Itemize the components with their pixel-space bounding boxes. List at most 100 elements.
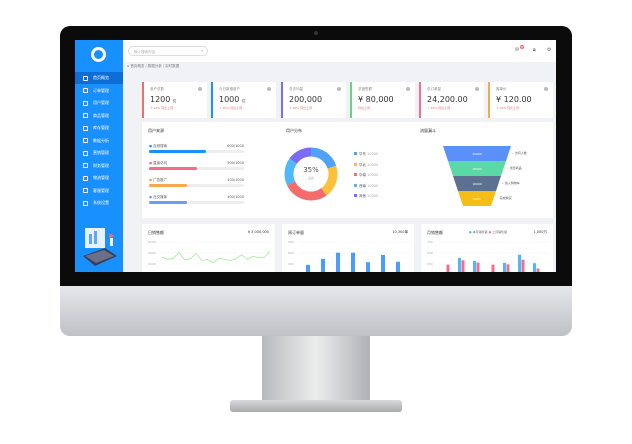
sidebar-item-label: 商品管理 bbox=[93, 112, 109, 118]
line-chart: 6000 4000 2000 bbox=[148, 240, 271, 266]
y-tick: 4000 bbox=[148, 251, 156, 255]
donut-slice bbox=[287, 181, 327, 201]
bar bbox=[306, 264, 310, 272]
bar-current bbox=[518, 254, 521, 272]
monthly-title: 月销售额 bbox=[427, 230, 443, 235]
source-count: 500/1000 bbox=[227, 161, 244, 165]
bar-current bbox=[533, 263, 536, 272]
bar-previous bbox=[521, 259, 525, 272]
funnel-value: 20000 bbox=[472, 152, 482, 156]
sidebar-item[interactable]: 系统设置 bbox=[75, 197, 123, 209]
menu-icon bbox=[83, 100, 88, 106]
donut-legend-item: 其他 10000 bbox=[354, 194, 378, 199]
donut-legend-item: 西南 10000 bbox=[354, 183, 378, 189]
search-input[interactable]: 输入搜索内容 bbox=[128, 46, 208, 56]
funnel-label: • 浏览商品 bbox=[507, 166, 522, 170]
sidebar-item[interactable]: 库存管理 bbox=[75, 122, 123, 134]
y-tick: 2000 bbox=[148, 262, 156, 266]
source-label: ● 社交媒体 bbox=[149, 195, 168, 199]
sidebar-item[interactable]: 订单管理 bbox=[75, 85, 123, 97]
stat-value: ¥ 80,000 bbox=[358, 95, 394, 104]
stat-value: 200,000 bbox=[289, 95, 323, 104]
legend-item: 上月销售额 bbox=[492, 230, 508, 234]
gear-icon[interactable]: ⚙ bbox=[547, 47, 552, 53]
stat-unit: 位 bbox=[241, 99, 246, 103]
y-tick: 750 bbox=[427, 240, 433, 244]
stat-value: 1200 bbox=[150, 95, 171, 104]
stat-change: 同比上周 bbox=[358, 106, 371, 110]
info-icon[interactable] bbox=[267, 87, 271, 91]
donut-center-value: 35% bbox=[303, 166, 319, 174]
sidebar-item-label: 首页概览 bbox=[93, 75, 109, 80]
menu-icon bbox=[83, 75, 88, 81]
grouped-bar-chart: 750 500 250 bbox=[427, 240, 549, 272]
funnel-stage bbox=[448, 161, 506, 176]
sidebar-item[interactable]: 客服管理 bbox=[75, 185, 123, 197]
sidebar-item-label: 数据分析 bbox=[93, 137, 109, 143]
monitor-stand bbox=[262, 336, 370, 402]
donut-slice bbox=[321, 165, 338, 196]
stat-title: 用户总数 bbox=[150, 87, 164, 91]
sidebar-item[interactable]: 商品管理 bbox=[75, 110, 123, 122]
sidebar-item[interactable]: 物流管理 bbox=[75, 172, 123, 184]
bar-current bbox=[503, 262, 506, 272]
daily-sales-panel: 日销售额 ¥ 3,000,000 6000 4000 2000 bbox=[142, 224, 275, 272]
menu-icon bbox=[83, 138, 88, 143]
stat-change: ↓ 22% 同比上周 bbox=[427, 106, 451, 110]
menu-icon bbox=[83, 175, 88, 181]
y-tick: 500 bbox=[427, 251, 433, 255]
y-tick: 900 bbox=[288, 240, 294, 244]
sidebar-item[interactable]: 用户管理 bbox=[75, 97, 123, 109]
monthly-panel: 月销售额 ● 本月销售额 ● 上月销售额 1,000万 750 500 250 bbox=[421, 224, 553, 272]
stat-card: 用户总数 1200 位 ↑ 10% 同比上周 bbox=[142, 82, 207, 118]
sidebar-item[interactable]: 营销管理 bbox=[75, 147, 123, 159]
bar bbox=[321, 258, 325, 272]
sidebar-item[interactable]: 首页概览 bbox=[75, 72, 123, 84]
progress-bar bbox=[149, 184, 244, 187]
info-icon[interactable] bbox=[475, 87, 479, 91]
funnel-title: 流量漏斗 bbox=[420, 128, 436, 133]
bar-previous bbox=[491, 264, 495, 272]
weekly-orders-panel: 周订单量 10,300单 900 600 300 bbox=[282, 224, 414, 272]
sidebar-item-label: 用户管理 bbox=[93, 100, 109, 105]
donut-slice bbox=[310, 147, 337, 169]
lock-icon[interactable]: 🔒︎ bbox=[533, 47, 536, 53]
funnel-stage bbox=[458, 191, 496, 206]
sidebar-item-label: 物流管理 bbox=[93, 175, 109, 180]
donut-chart bbox=[284, 147, 338, 201]
illustration bbox=[83, 228, 117, 266]
notification-badge: 8 bbox=[520, 45, 524, 49]
source-label: ● 自然搜索 bbox=[149, 144, 168, 148]
daily-sales-title: 日销售额 bbox=[148, 230, 164, 235]
search-icon[interactable]: ⌕ bbox=[201, 48, 204, 53]
bar bbox=[396, 261, 400, 272]
menu-icon bbox=[83, 88, 88, 93]
stat-title: 总销售额 bbox=[358, 87, 372, 91]
sidebar-item-label: 客服管理 bbox=[93, 187, 109, 193]
info-icon[interactable] bbox=[198, 87, 202, 91]
funnel-chart: 20000 15000 10000 5000 bbox=[443, 146, 511, 206]
bar-previous bbox=[476, 262, 480, 272]
info-icon[interactable] bbox=[337, 87, 341, 91]
user-dist-title: 用户分布 bbox=[286, 128, 302, 133]
donut-legend-item: 华南 10000 bbox=[354, 173, 378, 178]
donut-center-label: 占比 bbox=[307, 176, 314, 180]
menu-icon bbox=[83, 113, 88, 118]
info-icon[interactable] bbox=[406, 87, 410, 91]
sidebar-item-label: 营销管理 bbox=[93, 150, 109, 155]
y-tick: 600 bbox=[288, 251, 294, 255]
bell-icon[interactable]: ✉ bbox=[515, 47, 520, 53]
stat-change: ↑ 10% 同比上周 bbox=[150, 106, 174, 110]
sidebar-item-label: 财务管理 bbox=[93, 162, 109, 168]
info-icon[interactable] bbox=[544, 87, 548, 91]
progress-bar bbox=[149, 150, 244, 153]
sales-line bbox=[161, 250, 271, 264]
sidebar-item[interactable]: 数据分析 bbox=[75, 135, 123, 147]
breadcrumb: ⌂ 首页概览 / 数据分析 / 实时数据 bbox=[127, 64, 180, 68]
funnel-value: 15000 bbox=[472, 167, 482, 171]
funnel-label: • 完成购买 bbox=[497, 196, 512, 200]
stat-card: 总访问量 200,000 ↑ 10% 同比上周 bbox=[281, 82, 346, 118]
weekly-orders-title: 周订单量 bbox=[288, 230, 304, 235]
sidebar-item[interactable]: 财务管理 bbox=[75, 160, 123, 172]
source-count: 400/1000 bbox=[227, 178, 244, 182]
